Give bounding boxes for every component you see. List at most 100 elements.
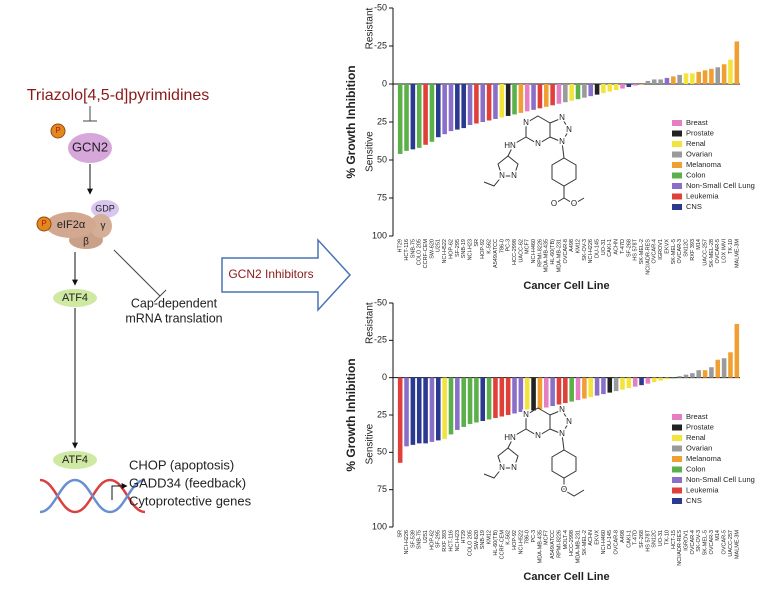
bar: [531, 84, 536, 110]
bar: [671, 377, 676, 379]
x-tick-label: CCRF-CEM: [499, 530, 505, 560]
bond: [507, 428, 527, 449]
bar: [531, 377, 536, 411]
bar: [467, 84, 473, 126]
atom-label: N: [511, 463, 517, 472]
x-tick-label: MDA-MB-231: [556, 239, 562, 272]
legend-label: Prostate: [686, 128, 714, 137]
bond: [483, 467, 503, 479]
bar: [556, 84, 562, 104]
bar: [664, 377, 670, 380]
bar: [709, 367, 714, 378]
bar: [467, 377, 473, 424]
atom-label: N: [559, 429, 565, 438]
x-tick-label: M14: [715, 530, 721, 541]
bar: [429, 377, 435, 442]
axis-annotation: Resistant: [365, 302, 376, 344]
x-tick-label: SK-MEL-5: [671, 239, 677, 264]
atf4-node: [53, 451, 97, 469]
bar: [696, 370, 701, 378]
ring: [497, 155, 519, 177]
y-tick-label: -25: [374, 335, 387, 345]
atom-label: N: [535, 431, 541, 440]
bar: [594, 377, 600, 396]
bar: [569, 377, 574, 402]
bar: [658, 377, 663, 381]
x-tick-label: HOP-92: [512, 530, 518, 550]
bar: [404, 377, 409, 447]
bar: [677, 376, 682, 378]
x-tick-label: MALME-3M: [734, 239, 740, 268]
legend-swatch: [672, 498, 682, 504]
ring: [549, 117, 570, 143]
atom-label: N: [523, 118, 529, 127]
x-tick-label: HT29: [398, 239, 404, 252]
bond: [507, 136, 527, 157]
y-tick-label: -50: [374, 297, 387, 307]
x-tick-label: MCF7: [525, 239, 531, 254]
axis-annotation: Resistant: [365, 7, 376, 49]
x-tick-label: SNB-75: [417, 530, 423, 549]
x-tick-label: K-562: [506, 530, 512, 545]
x-tick-label: NCI/ADR-RES: [645, 239, 651, 275]
bar: [639, 377, 644, 386]
x-tick-label: SF-295: [455, 239, 461, 257]
arrow: [111, 483, 128, 500]
bond: [563, 478, 585, 497]
legend-label: Ovarian: [686, 443, 712, 452]
bar: [416, 84, 422, 148]
gdp-label: GDP: [95, 203, 115, 213]
bar: [524, 377, 530, 413]
bar: [493, 377, 498, 418]
x-tick-label: OVCAR-3: [677, 239, 683, 263]
cap-label: mRNA translation: [125, 311, 222, 325]
bar: [626, 377, 632, 389]
bar: [474, 377, 479, 423]
x-tick-label: EKVX: [595, 530, 601, 545]
x-tick-label: OVCAR-4: [690, 530, 696, 554]
x-tick-label: COLO 205: [467, 530, 473, 556]
y-tick-label: -50: [374, 2, 387, 12]
bar: [575, 377, 581, 401]
x-tick-label: MCF7: [544, 530, 550, 545]
legend-swatch: [672, 466, 682, 473]
y-tick-label: 50: [377, 154, 387, 164]
x-tick-label: OVCAR-5: [715, 239, 721, 263]
alpha-label: eIF2α: [57, 219, 86, 231]
x-tick-label: 786-0: [499, 239, 505, 253]
x-tick-label: OVCAR-5: [722, 530, 728, 554]
x-tick-label: COLO 205: [417, 239, 423, 265]
x-tick-label: EKVX: [664, 239, 670, 254]
x-tick-label: MALME-3M: [734, 530, 740, 559]
bar: [728, 352, 733, 378]
x-tick-label: OVCAR-8: [614, 530, 620, 554]
legend-swatch: [672, 477, 682, 483]
bar: [690, 73, 695, 84]
x-tick-label: IGROV1: [683, 530, 689, 551]
atf4-label: ATF4: [62, 454, 88, 466]
legend-swatch: [672, 445, 682, 452]
atom-label: N: [499, 463, 505, 472]
arrow-label: GCN2 Inhibitors: [228, 267, 313, 281]
x-tick-label: RXF 393: [442, 530, 448, 552]
axis-annotation: Sensitive: [365, 423, 376, 464]
atom-label: N: [559, 137, 565, 146]
legend-swatch: [672, 487, 682, 494]
bar: [645, 80, 651, 84]
bar: [607, 84, 613, 92]
x-tick-label: K-562: [487, 239, 493, 254]
legend-label: Non-Small Cell Lung: [686, 181, 755, 190]
x-tick-label: NCI-H226: [404, 530, 410, 554]
bar: [461, 84, 466, 129]
x-tick-label: IGROV1: [658, 239, 664, 260]
bar: [734, 323, 740, 378]
bar: [480, 377, 486, 421]
x-tick-label: SF-268: [639, 530, 645, 548]
x-tick-label: NCI-H460: [601, 530, 607, 554]
target-label: Cytoprotective genes: [129, 493, 252, 508]
x-tick-label: HL-60(TB): [550, 239, 556, 265]
x-tick-label: LOX IMVI: [722, 239, 728, 263]
bar: [696, 71, 701, 84]
bar: [651, 79, 657, 84]
bar: [436, 84, 441, 138]
